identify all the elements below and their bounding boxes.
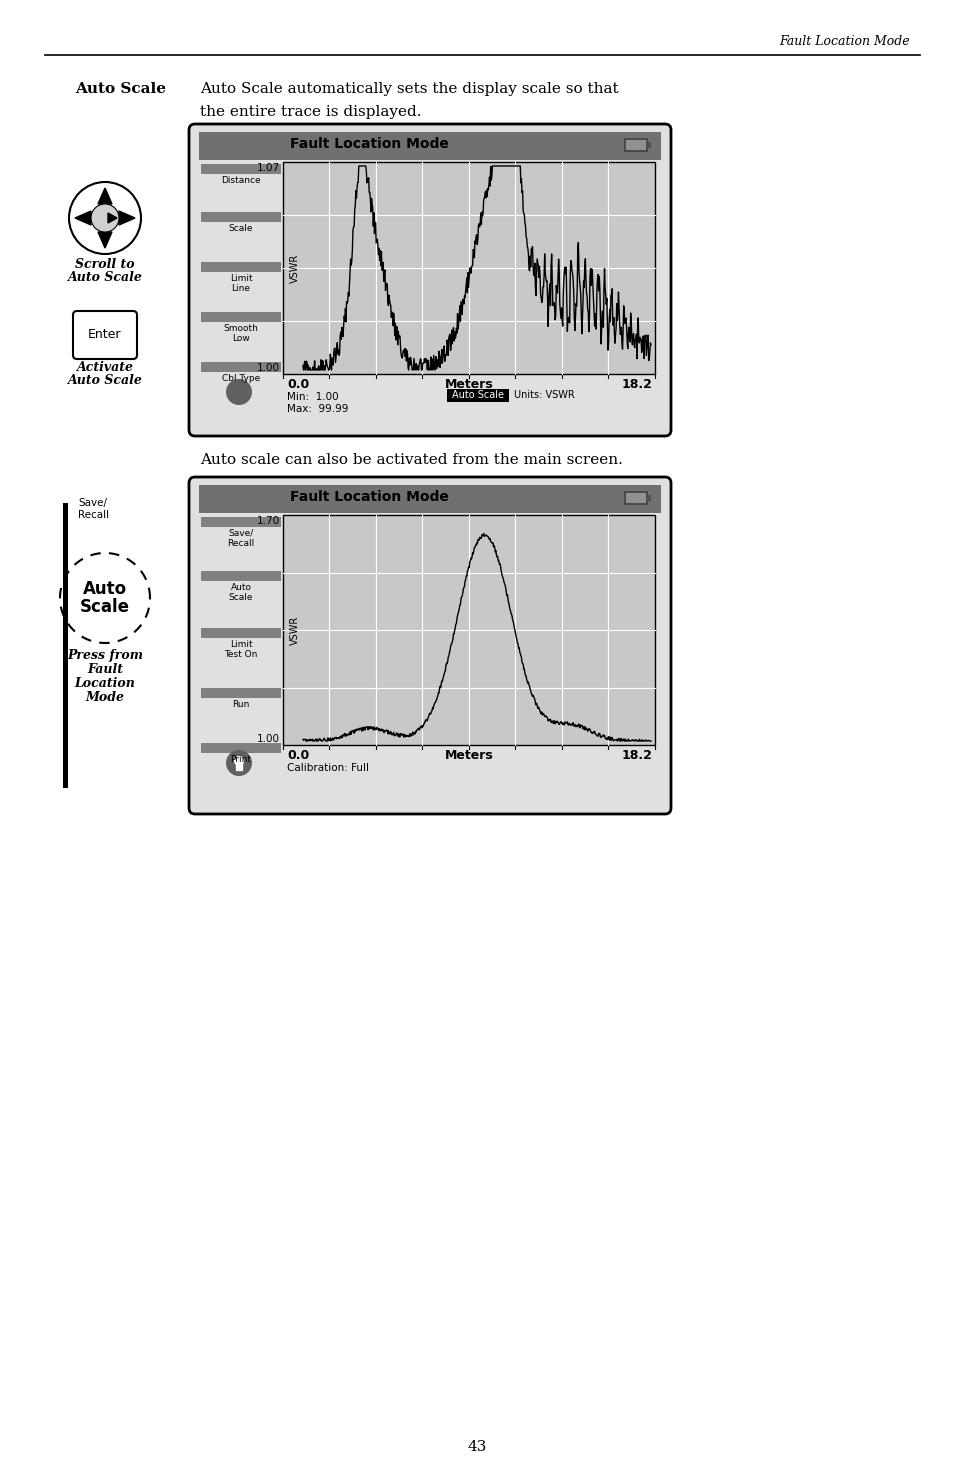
Circle shape bbox=[233, 757, 244, 766]
FancyBboxPatch shape bbox=[73, 311, 137, 358]
Text: Fault Location Mode: Fault Location Mode bbox=[290, 490, 449, 504]
Text: VSWR: VSWR bbox=[290, 615, 299, 645]
Text: Meters: Meters bbox=[444, 749, 493, 763]
Text: Recall: Recall bbox=[78, 510, 109, 521]
Text: Press from: Press from bbox=[67, 649, 143, 662]
Polygon shape bbox=[235, 761, 242, 770]
Text: Auto Scale automatically sets the display scale so that: Auto Scale automatically sets the displa… bbox=[200, 83, 618, 96]
Text: Enter: Enter bbox=[89, 329, 122, 342]
Text: Auto Scale: Auto Scale bbox=[75, 83, 166, 96]
Text: Fault Location Mode: Fault Location Mode bbox=[779, 35, 909, 49]
Text: Save/: Save/ bbox=[78, 499, 107, 507]
Polygon shape bbox=[75, 211, 91, 226]
Bar bbox=[624, 493, 646, 504]
FancyBboxPatch shape bbox=[189, 476, 670, 814]
Text: 18.2: 18.2 bbox=[620, 749, 651, 763]
Text: Smooth
Low: Smooth Low bbox=[223, 324, 258, 344]
Text: 1.00: 1.00 bbox=[256, 735, 280, 743]
Text: Location: Location bbox=[74, 677, 135, 690]
Bar bbox=[199, 485, 660, 513]
Text: 18.2: 18.2 bbox=[620, 378, 651, 391]
Circle shape bbox=[226, 379, 252, 406]
Bar bbox=[283, 162, 655, 375]
Text: 1.07: 1.07 bbox=[256, 164, 280, 173]
Bar bbox=[283, 515, 655, 745]
Text: Distance: Distance bbox=[221, 176, 260, 184]
Polygon shape bbox=[98, 187, 112, 204]
Text: Limit
Line: Limit Line bbox=[230, 274, 252, 294]
Text: Units: VSWR: Units: VSWR bbox=[513, 391, 574, 401]
Bar bbox=[646, 496, 650, 502]
Text: Auto Scale: Auto Scale bbox=[68, 271, 142, 285]
Circle shape bbox=[69, 181, 141, 254]
Bar bbox=[201, 518, 281, 527]
Text: 0.0: 0.0 bbox=[287, 749, 309, 763]
Text: Limit
Test On: Limit Test On bbox=[224, 640, 257, 659]
Text: Auto
Scale: Auto Scale bbox=[229, 583, 253, 602]
Text: VSWR: VSWR bbox=[290, 254, 299, 283]
Text: Run: Run bbox=[233, 701, 250, 709]
Bar bbox=[446, 389, 508, 403]
Text: the entire trace is displayed.: the entire trace is displayed. bbox=[200, 105, 421, 119]
Bar bbox=[201, 263, 281, 271]
Text: Mode: Mode bbox=[86, 690, 125, 704]
Bar bbox=[201, 313, 281, 322]
Bar bbox=[201, 743, 281, 754]
Text: Min:  1.00: Min: 1.00 bbox=[287, 392, 338, 403]
Text: Cbl Type: Cbl Type bbox=[222, 375, 260, 384]
Bar bbox=[201, 164, 281, 174]
Bar bbox=[201, 212, 281, 223]
Bar bbox=[646, 142, 650, 148]
Text: Auto Scale: Auto Scale bbox=[451, 391, 503, 401]
Text: 1.00: 1.00 bbox=[256, 363, 280, 373]
Bar bbox=[201, 361, 281, 372]
Circle shape bbox=[226, 749, 252, 776]
Text: Activate: Activate bbox=[76, 361, 133, 375]
Bar bbox=[201, 571, 281, 581]
Text: Auto scale can also be activated from the main screen.: Auto scale can also be activated from th… bbox=[200, 453, 622, 468]
Bar bbox=[624, 139, 646, 150]
Text: Calibration: Full: Calibration: Full bbox=[287, 763, 369, 773]
Text: Max:  99.99: Max: 99.99 bbox=[287, 404, 348, 414]
Bar bbox=[201, 628, 281, 639]
Bar bbox=[201, 687, 281, 698]
Circle shape bbox=[91, 204, 119, 232]
Polygon shape bbox=[119, 211, 135, 226]
Text: Fault: Fault bbox=[87, 662, 123, 676]
Bar bbox=[199, 131, 660, 159]
Text: 43: 43 bbox=[467, 1440, 486, 1454]
Text: Scale: Scale bbox=[229, 224, 253, 233]
Bar bbox=[63, 503, 68, 788]
Text: Auto Scale: Auto Scale bbox=[68, 375, 142, 386]
Text: Scroll to: Scroll to bbox=[75, 258, 134, 271]
Polygon shape bbox=[98, 232, 112, 248]
Polygon shape bbox=[108, 212, 117, 223]
Text: Fault Location Mode: Fault Location Mode bbox=[290, 137, 449, 150]
Text: Save/
Recall: Save/ Recall bbox=[227, 530, 254, 549]
Text: Print: Print bbox=[231, 755, 252, 764]
Text: Auto: Auto bbox=[83, 580, 127, 597]
Text: 1.70: 1.70 bbox=[256, 516, 280, 527]
FancyBboxPatch shape bbox=[189, 124, 670, 437]
Text: Meters: Meters bbox=[444, 378, 493, 391]
Text: Scale: Scale bbox=[80, 597, 130, 617]
Text: 0.0: 0.0 bbox=[287, 378, 309, 391]
